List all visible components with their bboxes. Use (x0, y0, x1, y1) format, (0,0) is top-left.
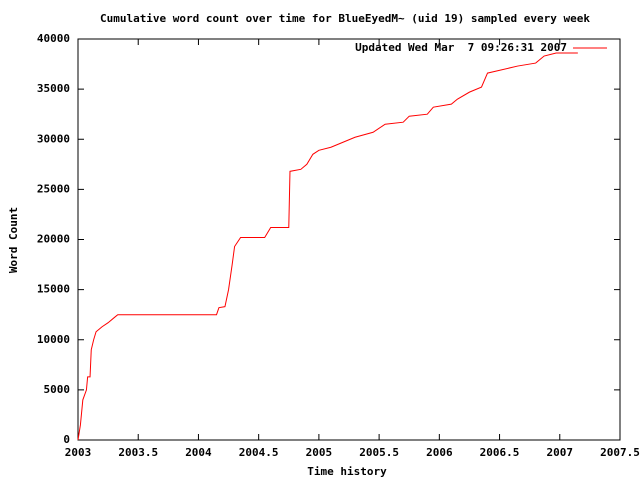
y-tick-label: 40000 (37, 32, 70, 45)
x-tick-label: 2003 (65, 446, 92, 459)
x-tick-label: 2007 (547, 446, 574, 459)
y-tick-label: 30000 (37, 132, 70, 145)
x-axis-label: Time history (307, 465, 387, 478)
y-tick-label: 0 (63, 433, 70, 446)
chart-title: Cumulative word count over time for Blue… (100, 12, 590, 25)
x-tick-label: 2004 (185, 446, 212, 459)
y-tick-label: 25000 (37, 182, 70, 195)
x-tick-label: 2005 (306, 446, 333, 459)
legend-label: Updated Wed Mar 7 09:26:31 2007 (355, 41, 567, 54)
y-tick-label: 20000 (37, 233, 70, 246)
data-line (77, 52, 578, 441)
x-tick-label: 2007.5 (600, 446, 640, 459)
y-tick-label: 10000 (37, 333, 70, 346)
y-axis-label: Word Count (7, 207, 20, 273)
x-tick-label: 2006.5 (480, 446, 520, 459)
x-tick-label: 2006 (426, 446, 453, 459)
x-tick-label: 2004.5 (239, 446, 279, 459)
y-tick-label: 35000 (37, 82, 70, 95)
y-tick-label: 15000 (37, 283, 70, 296)
x-tick-label: 2003.5 (118, 446, 158, 459)
y-tick-label: 5000 (44, 383, 71, 396)
x-tick-label: 2005.5 (359, 446, 399, 459)
